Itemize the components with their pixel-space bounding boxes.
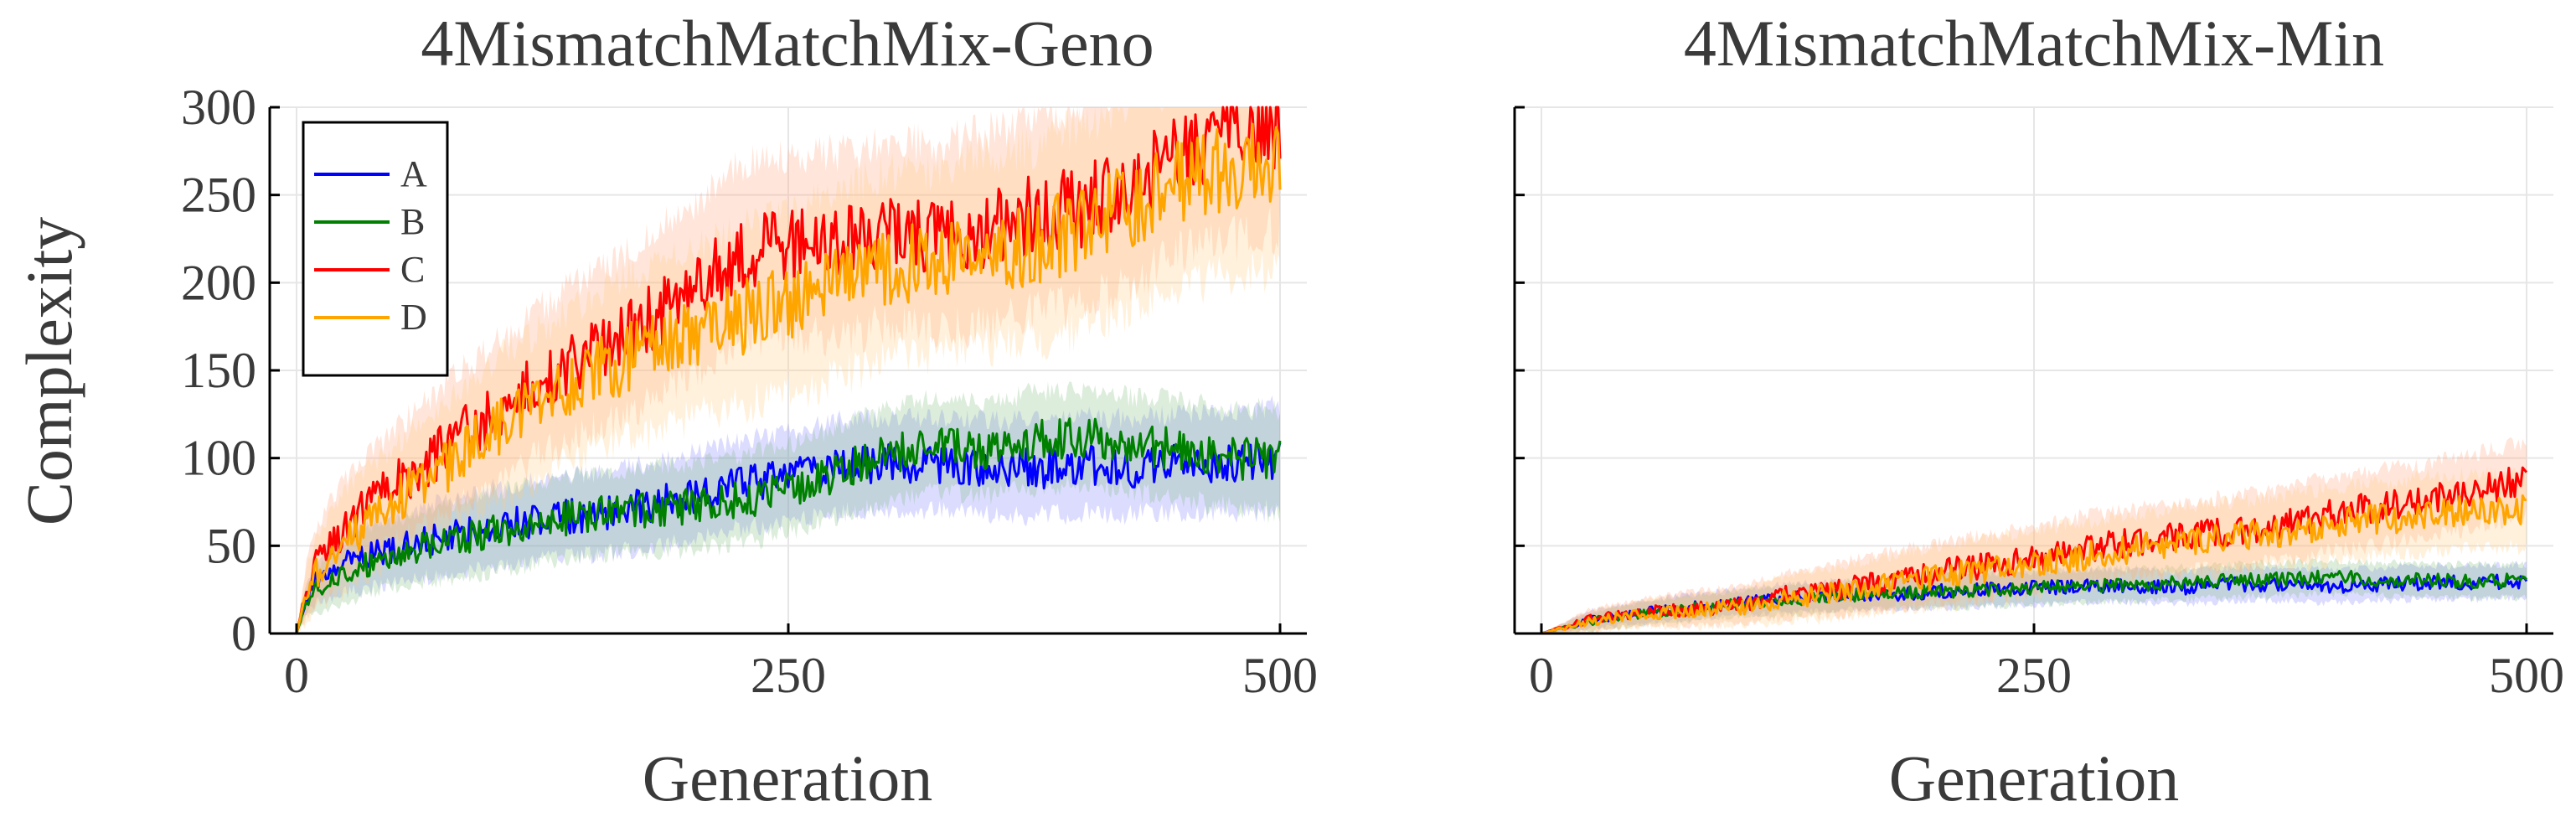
legend-label-b: B <box>400 201 425 242</box>
y-tick-label: 50 <box>206 518 256 573</box>
x-tick-label: 0 <box>1529 648 1554 703</box>
y-tick-label: 100 <box>181 431 256 486</box>
chart-title-geno: 4MismatchMatchMix-Geno <box>421 7 1154 80</box>
x-tick-label: 250 <box>1996 648 2072 703</box>
x-tick-label: 500 <box>2489 648 2564 703</box>
panel-geno: 4MismatchMatchMix-Geno Complexity Genera… <box>13 7 1318 814</box>
legend-box <box>302 121 449 377</box>
x-axis-label-geno: Generation <box>643 742 933 814</box>
series-line-d <box>295 122 1282 634</box>
band-c <box>1541 437 2527 633</box>
chart-title-min: 4MismatchMatchMix-Min <box>1684 7 2384 80</box>
lines-geno <box>295 106 1282 634</box>
grid-min <box>1515 106 2553 634</box>
ticks-min: 0 250 500 <box>1515 106 2564 703</box>
x-axis-label-min: Generation <box>1889 742 2180 814</box>
y-tick-label: 250 <box>181 168 256 223</box>
x-tick-label: 250 <box>751 648 826 703</box>
lines-min <box>1541 466 2528 635</box>
x-tick-label: 500 <box>1242 648 1318 703</box>
series-line-d <box>1541 494 2527 635</box>
y-tick-label: 300 <box>181 80 256 135</box>
legend: A B C D <box>302 121 449 377</box>
y-tick-label: 150 <box>181 343 256 398</box>
ticks-geno: 0 250 500 0 50 100 150 200 250 300 <box>181 80 1318 703</box>
series-line-b <box>295 417 1282 634</box>
panel-min: 4MismatchMatchMix-Min Generation 0 250 500 <box>1513 7 2564 814</box>
x-tick-label: 0 <box>284 648 309 703</box>
legend-label-d: D <box>400 297 427 338</box>
series-line-a <box>295 442 1282 634</box>
y-axis-label: Complexity <box>13 217 85 525</box>
band-a <box>297 395 1280 633</box>
legend-label-c: C <box>400 249 425 290</box>
legend-label-a: A <box>400 153 427 194</box>
y-tick-label: 0 <box>231 606 256 661</box>
y-tick-label: 200 <box>181 255 256 310</box>
